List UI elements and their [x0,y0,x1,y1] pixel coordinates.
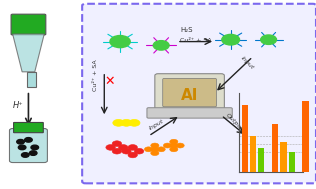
FancyBboxPatch shape [11,14,46,35]
Circle shape [128,145,137,150]
Circle shape [157,147,165,152]
Circle shape [163,143,172,148]
FancyBboxPatch shape [289,152,295,172]
Text: H⁺: H⁺ [13,101,23,110]
FancyBboxPatch shape [14,122,43,133]
Circle shape [151,151,159,156]
FancyBboxPatch shape [302,101,309,172]
Text: Cu²⁺ + SA: Cu²⁺ + SA [180,38,212,43]
FancyBboxPatch shape [163,78,216,107]
Circle shape [25,138,32,142]
Text: Input: Input [149,119,165,131]
Circle shape [21,153,29,157]
Circle shape [121,119,132,126]
FancyBboxPatch shape [82,4,316,183]
Polygon shape [13,34,44,72]
Circle shape [134,148,144,154]
Circle shape [261,35,276,44]
Circle shape [112,148,122,154]
Text: Cu²⁺ + SA: Cu²⁺ + SA [93,60,98,91]
FancyBboxPatch shape [280,142,287,172]
Circle shape [29,151,37,155]
Circle shape [153,41,169,50]
Circle shape [110,36,130,48]
FancyBboxPatch shape [250,136,256,172]
FancyBboxPatch shape [155,74,224,112]
Circle shape [176,143,184,148]
FancyBboxPatch shape [9,129,47,163]
Circle shape [112,141,122,146]
Text: Input: Input [240,56,255,71]
Text: AI: AI [181,88,198,103]
Circle shape [18,145,26,150]
Circle shape [170,143,178,148]
Circle shape [222,34,240,45]
Circle shape [170,147,178,152]
Circle shape [113,119,124,126]
Circle shape [128,152,137,158]
Circle shape [151,143,159,148]
FancyBboxPatch shape [258,148,264,172]
FancyBboxPatch shape [147,108,232,118]
Circle shape [129,119,140,126]
Text: ✕: ✕ [104,75,115,88]
Text: H₂S: H₂S [180,27,193,33]
FancyBboxPatch shape [242,105,248,172]
Circle shape [118,145,128,150]
Circle shape [151,147,159,152]
Circle shape [170,139,178,144]
Circle shape [17,139,24,144]
FancyBboxPatch shape [27,72,36,87]
FancyBboxPatch shape [272,124,278,172]
Text: Output: Output [224,112,243,131]
Circle shape [144,147,153,152]
Circle shape [122,148,131,154]
Circle shape [106,145,115,150]
Circle shape [31,145,39,150]
